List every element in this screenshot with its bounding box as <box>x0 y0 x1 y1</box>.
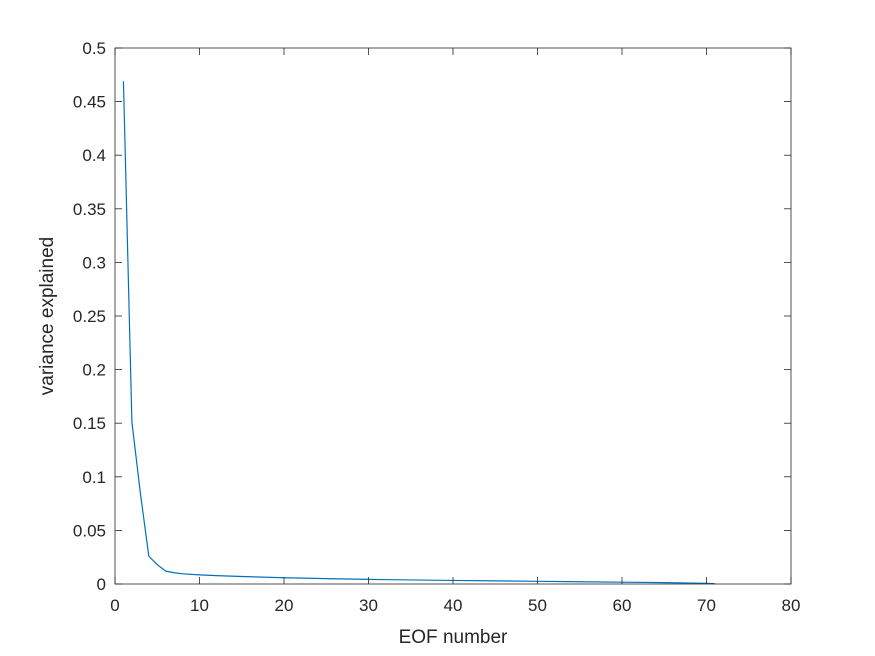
y-tick-label: 0.25 <box>73 307 106 326</box>
x-tick-label: 80 <box>782 596 801 615</box>
x-tick-label: 40 <box>444 596 463 615</box>
y-tick-label: 0.45 <box>73 93 106 112</box>
y-tick-label: 0.05 <box>73 521 106 540</box>
y-tick-label: 0.5 <box>82 39 106 58</box>
y-tick-label: 0 <box>97 575 106 594</box>
y-tick-label: 0.15 <box>73 414 106 433</box>
x-tick-label: 70 <box>697 596 716 615</box>
x-tick-label: 20 <box>275 596 294 615</box>
y-axis: 0 0.05 0.1 0.15 0.2 0.25 0.3 0.35 0.4 0.45 0.5 <box>73 39 791 594</box>
x-axis: 0 10 20 30 40 50 60 70 80 <box>110 48 800 615</box>
x-axis-label: EOF number <box>399 627 508 648</box>
y-tick-label: 0.4 <box>82 146 106 165</box>
x-tick-label: 10 <box>190 596 209 615</box>
y-axis-label: variance explained <box>37 237 58 395</box>
y-tick-label: 0.3 <box>82 253 106 272</box>
y-tick-label: 0.1 <box>82 468 106 487</box>
x-tick-label: 60 <box>613 596 632 615</box>
y-tick-label: 0.35 <box>73 200 106 219</box>
x-tick-label: 0 <box>110 596 119 615</box>
x-tick-label: 30 <box>359 596 378 615</box>
x-tick-label: 50 <box>528 596 547 615</box>
y-tick-label: 0.2 <box>82 361 106 380</box>
